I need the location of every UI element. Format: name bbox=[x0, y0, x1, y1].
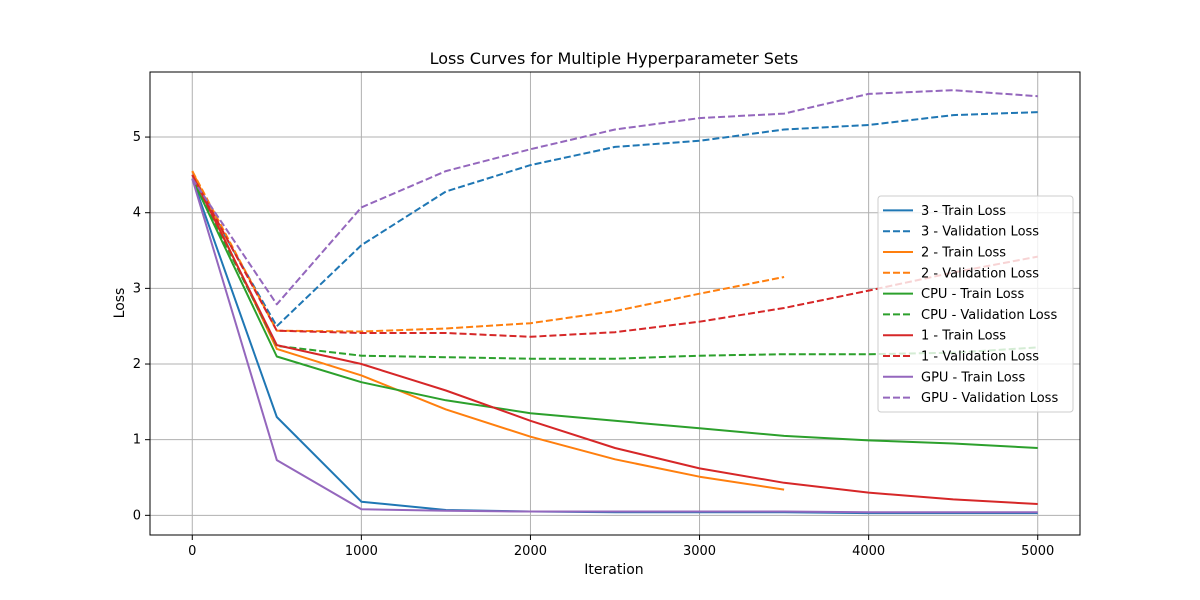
x-tick-label: 3000 bbox=[683, 544, 716, 559]
legend-label: 3 - Train Loss bbox=[921, 204, 1006, 219]
x-tick-label: 0 bbox=[188, 544, 196, 559]
legend: 3 - Train Loss 3 - Validation Loss 2 - Tra… bbox=[877, 195, 1074, 413]
y-tick-label: 1 bbox=[133, 433, 141, 448]
x-axis-label: Iteration bbox=[584, 562, 643, 578]
axis-ticks: 0 1000 2000 3000 4000 5000 0 1 2 3 4 5 bbox=[133, 130, 1055, 559]
series-line-cpu-validation-loss bbox=[191, 178, 1038, 360]
series-line-cpu-train-loss bbox=[191, 178, 1038, 449]
y-axis-label: Loss bbox=[112, 288, 128, 319]
y-tick-label: 4 bbox=[133, 206, 141, 221]
legend-label: GPU - Validation Loss bbox=[921, 391, 1058, 406]
y-tick-label: 2 bbox=[133, 357, 141, 372]
series-line-1-train-loss bbox=[191, 174, 1038, 505]
series-line-gpu-train-loss bbox=[191, 178, 1038, 514]
legend-box bbox=[877, 195, 1074, 413]
series-line-2-validation-loss bbox=[191, 170, 785, 333]
legend-label: GPU - Train Loss bbox=[921, 370, 1025, 385]
series-line-gpu-validation-loss bbox=[191, 89, 1038, 306]
y-tick-label: 5 bbox=[133, 130, 141, 145]
x-tick-label: 5000 bbox=[1021, 544, 1054, 559]
x-tick-label: 1000 bbox=[345, 544, 378, 559]
series-lines bbox=[191, 89, 1038, 515]
legend-label: CPU - Validation Loss bbox=[921, 308, 1057, 323]
series-line-2-train-loss bbox=[191, 170, 785, 491]
legend-label: 3 - Validation Loss bbox=[921, 225, 1039, 240]
legend-label: 1 - Train Loss bbox=[921, 329, 1006, 344]
legend-label: 2 - Train Loss bbox=[921, 246, 1006, 261]
x-tick-label: 2000 bbox=[514, 544, 547, 559]
plot-frame bbox=[149, 71, 1081, 536]
chart-title: Loss Curves for Multiple Hyperparameter … bbox=[430, 49, 799, 68]
y-tick-label: 3 bbox=[133, 281, 141, 296]
series-line-3-validation-loss bbox=[191, 111, 1038, 328]
legend-label: CPU - Train Loss bbox=[921, 287, 1024, 302]
legend-label: 2 - Validation Loss bbox=[921, 266, 1039, 281]
y-tick-label: 0 bbox=[133, 508, 141, 523]
x-tick-label: 4000 bbox=[852, 544, 885, 559]
legend-label: 1 - Validation Loss bbox=[921, 350, 1039, 365]
